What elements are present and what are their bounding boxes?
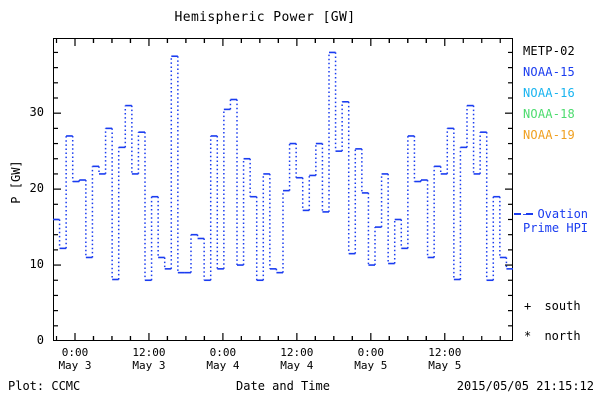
asterisk-icon: * xyxy=(524,329,532,343)
x-tick-date: May 4 xyxy=(280,359,314,372)
plot-timestamp: 2015/05/05 21:15:12 xyxy=(456,379,594,393)
plus-icon: + xyxy=(524,299,532,313)
y-tick-label: 20 xyxy=(29,181,44,196)
legend-item-metp-02[interactable]: METP-02 xyxy=(523,44,575,58)
ovation-legend: — Ovation Prime HPI xyxy=(523,207,588,235)
x-tick-time: 12:00 xyxy=(280,346,314,359)
x-tick-label: 12:00 May 3 xyxy=(104,346,194,372)
x-tick-time: 0:00 xyxy=(209,346,237,359)
plot-frame xyxy=(53,38,513,341)
x-tick-label: 12:00 May 4 xyxy=(252,346,342,372)
ovation-line-sample xyxy=(514,213,536,215)
x-tick-date: May 4 xyxy=(206,359,240,372)
x-tick-date: May 5 xyxy=(428,359,462,372)
marker-legend-label: north xyxy=(537,329,581,343)
page-title: Hemispheric Power [GW] xyxy=(174,10,356,25)
x-tick-time: 0:00 xyxy=(61,346,89,359)
y-axis-label: P [GW] xyxy=(9,160,23,204)
x-tick-time: 12:00 xyxy=(428,346,462,359)
y-tick-label: 10 xyxy=(29,257,44,272)
marker-legend-south: + south xyxy=(524,299,581,313)
x-tick-date: May 3 xyxy=(132,359,166,372)
marker-legend-label: south xyxy=(537,299,581,313)
legend-item-noaa-16[interactable]: NOAA-16 xyxy=(523,86,575,100)
legend-item-noaa-19[interactable]: NOAA-19 xyxy=(523,128,575,142)
x-axis-label: Date and Time xyxy=(236,379,330,393)
x-tick-date: May 3 xyxy=(58,359,92,372)
legend-item-noaa-15[interactable]: NOAA-15 xyxy=(523,65,575,79)
x-tick-time: 12:00 xyxy=(132,346,166,359)
ovation-legend-line2: Prime HPI xyxy=(523,221,589,235)
ovation-legend-line1: — Ovation xyxy=(523,207,589,221)
legend-item-noaa-18[interactable]: NOAA-18 xyxy=(523,107,575,121)
x-tick-label: 0:00 May 3 xyxy=(30,346,120,372)
x-tick-date: May 5 xyxy=(354,359,388,372)
y-tick-label: 0 xyxy=(36,333,44,347)
plot-source: Plot: CCMC xyxy=(8,379,81,393)
x-tick-time: 0:00 xyxy=(357,346,385,359)
data-series xyxy=(53,51,513,282)
marker-legend-north: * north xyxy=(524,329,581,343)
y-tick-label: 30 xyxy=(29,105,44,120)
plot-data-area xyxy=(53,38,513,341)
x-tick-label: 12:00 May 5 xyxy=(400,346,490,372)
axis-ticks xyxy=(53,38,513,341)
x-tick-label: 0:00 May 4 xyxy=(178,346,268,372)
x-tick-label: 0:00 May 5 xyxy=(326,346,416,372)
